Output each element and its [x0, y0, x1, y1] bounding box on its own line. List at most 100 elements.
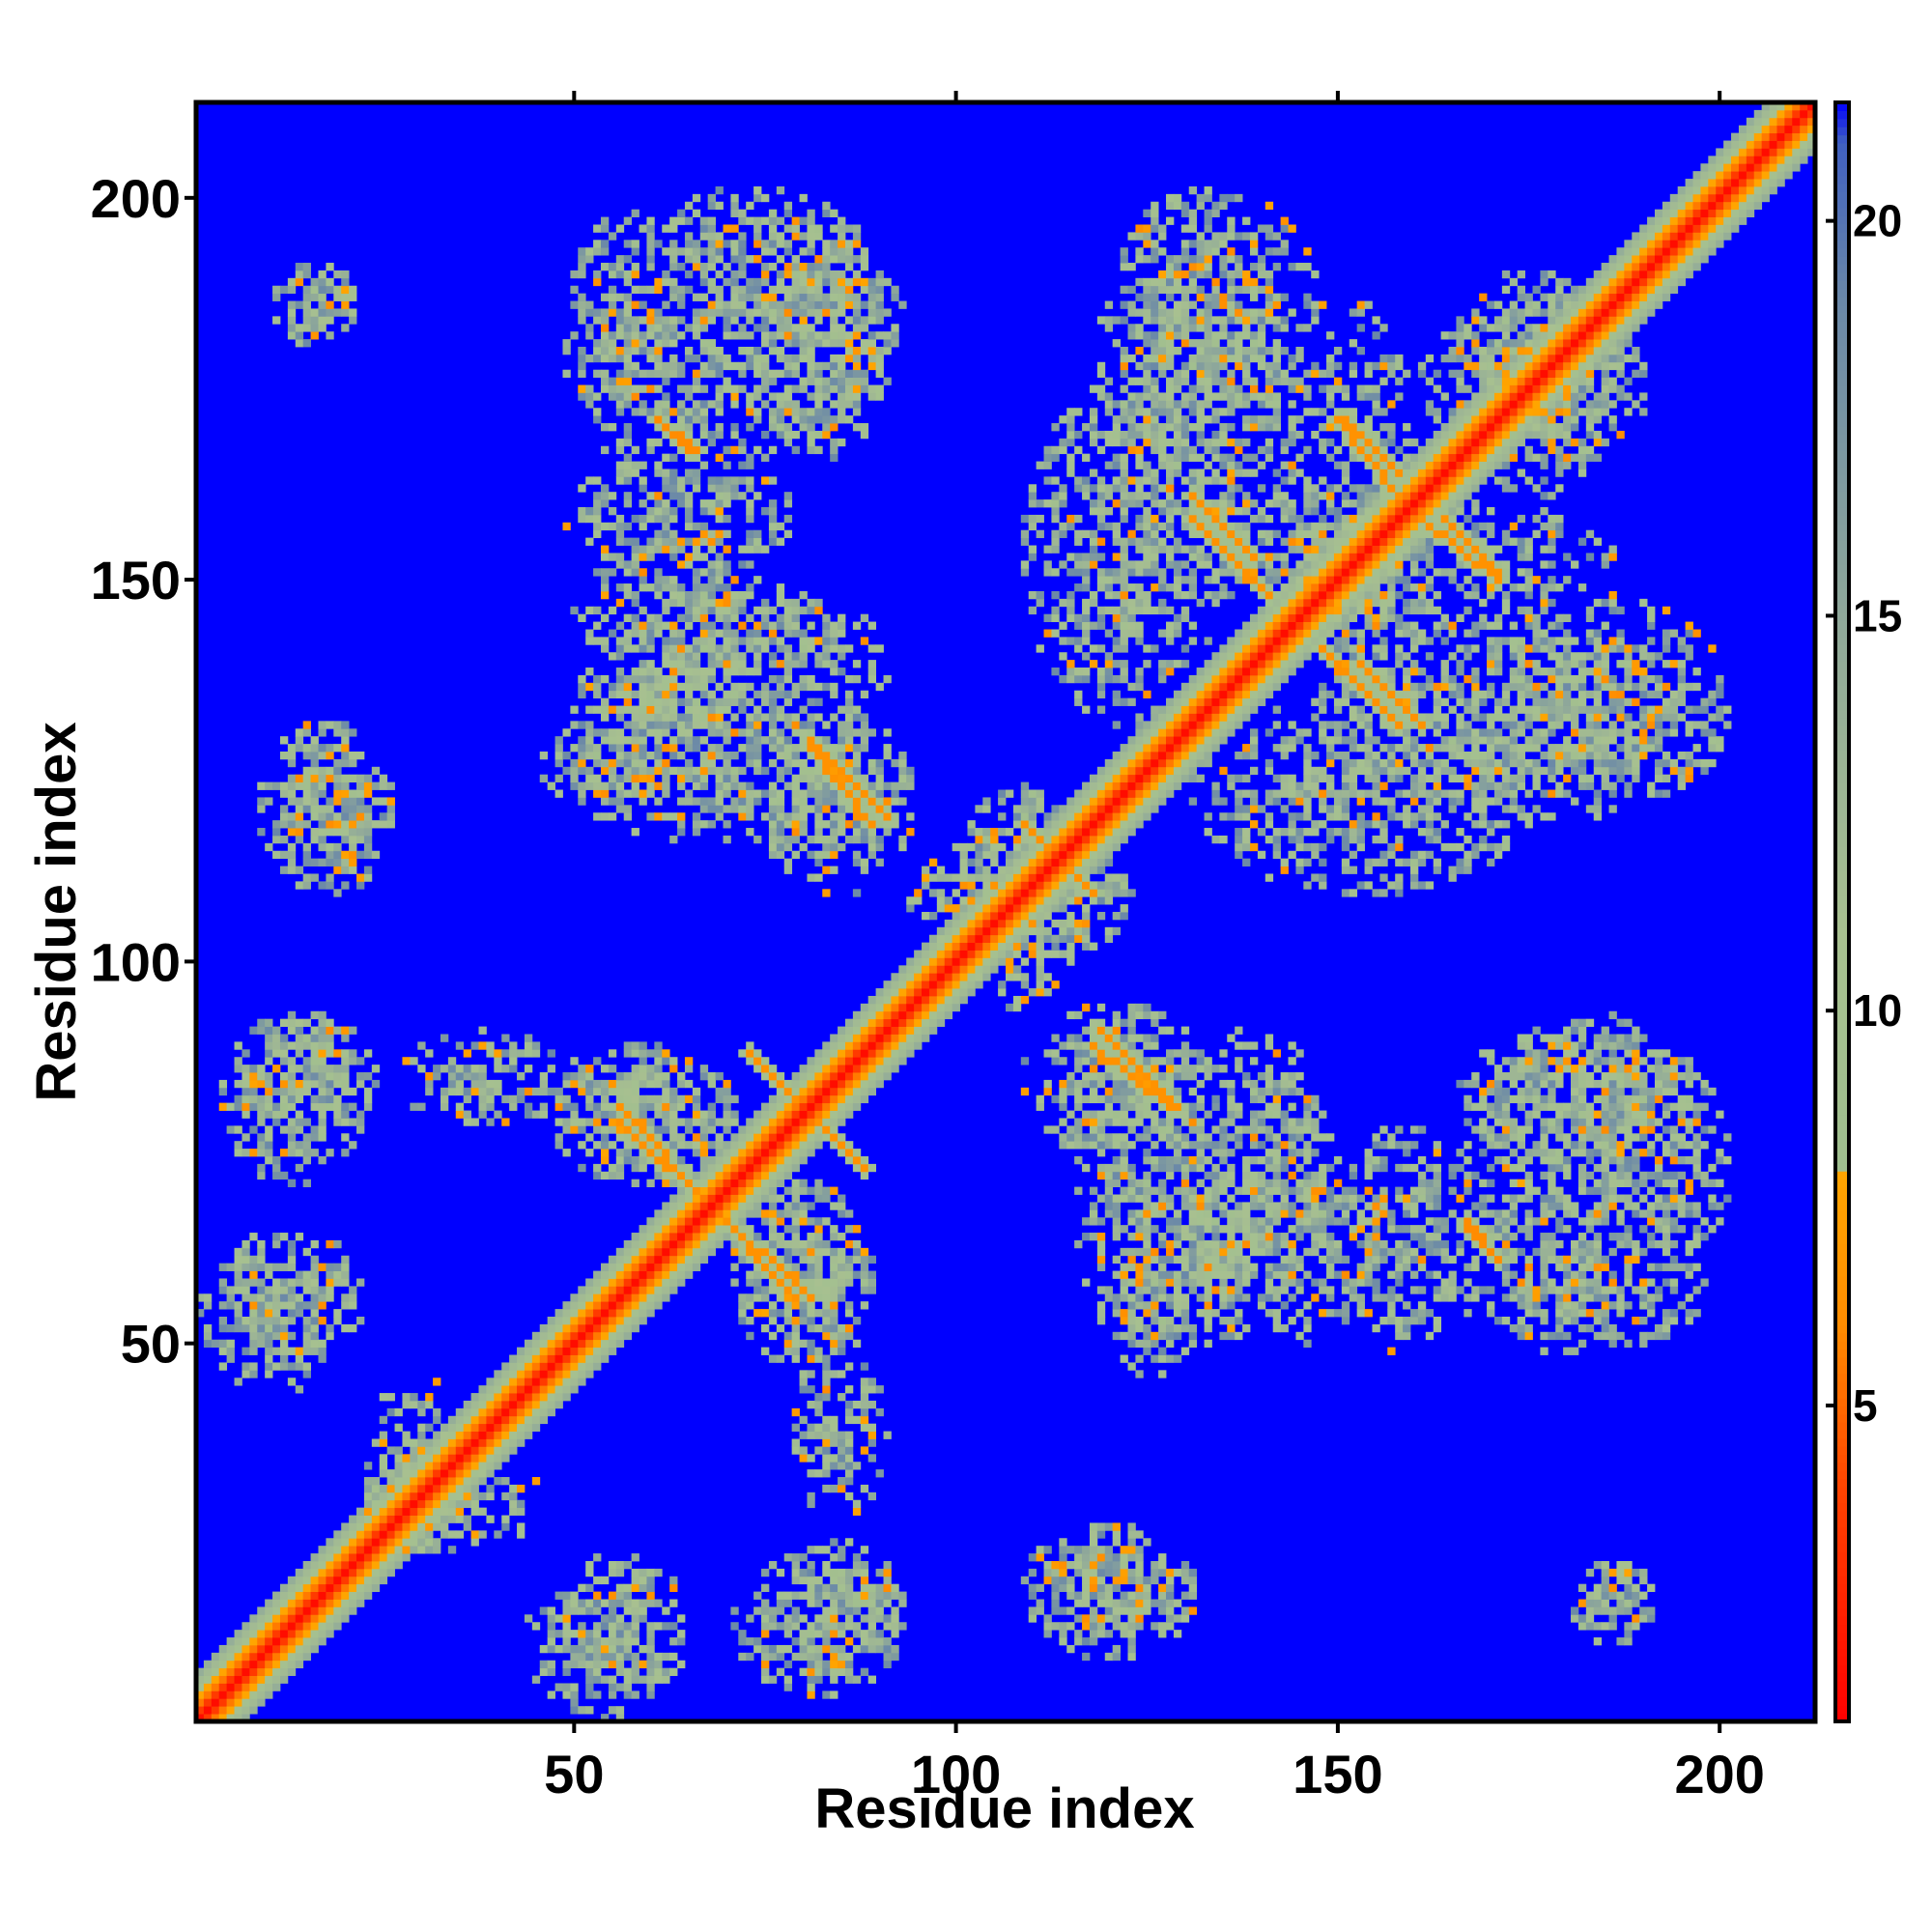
- heatmap-cell: [608, 1323, 617, 1333]
- heatmap-cell: [875, 1630, 884, 1638]
- heatmap-cell: [410, 1400, 418, 1409]
- heatmap-cell: [669, 1652, 678, 1662]
- heatmap-cell: [822, 1239, 831, 1249]
- heatmap-cell: [547, 1323, 555, 1333]
- heatmap-cell: [257, 1660, 266, 1669]
- heatmap-cell: [601, 1065, 610, 1073]
- heatmap-cell: [723, 1079, 731, 1089]
- heatmap-cell: [852, 423, 862, 432]
- heatmap-cell: [723, 1163, 731, 1173]
- heatmap-cell: [844, 674, 854, 684]
- heatmap-cell: [631, 1255, 639, 1264]
- heatmap-cell: [867, 1163, 877, 1173]
- heatmap-cell: [494, 1049, 502, 1058]
- heatmap-cell: [593, 392, 602, 401]
- heatmap-cell: [509, 1484, 518, 1493]
- heatmap-cell: [738, 1317, 747, 1325]
- heatmap-cell: [692, 1233, 701, 1241]
- heatmap-cell: [310, 1568, 319, 1577]
- heatmap-cell: [761, 606, 770, 615]
- heatmap-cell: [341, 1026, 350, 1035]
- heatmap-cell: [615, 1630, 625, 1638]
- heatmap-cell: [608, 1270, 617, 1279]
- heatmap-cell: [585, 507, 594, 516]
- heatmap-cell: [585, 682, 594, 692]
- heatmap-cell: [265, 1293, 273, 1302]
- heatmap-cell: [265, 1041, 273, 1050]
- heatmap-cell: [684, 285, 694, 295]
- heatmap-cell: [860, 1378, 869, 1386]
- heatmap-cell: [593, 499, 602, 508]
- heatmap-cell: [844, 1667, 854, 1676]
- heatmap-cell: [860, 430, 869, 440]
- heatmap-cell: [554, 751, 563, 760]
- heatmap-cell: [295, 1652, 304, 1662]
- heatmap-cell: [799, 285, 808, 295]
- heatmap-cell: [341, 751, 350, 760]
- heatmap-cell: [684, 476, 694, 485]
- heatmap-cell: [738, 240, 747, 248]
- heatmap-cell: [363, 1530, 373, 1539]
- heatmap-cell: [699, 400, 709, 409]
- heatmap-cell: [524, 1423, 533, 1432]
- heatmap-cell: [860, 1546, 869, 1554]
- heatmap-cell: [585, 1149, 594, 1157]
- heatmap-cell: [715, 430, 724, 440]
- heatmap-cell: [601, 445, 610, 455]
- heatmap-cell: [310, 1347, 319, 1355]
- heatmap-cell: [852, 1400, 862, 1409]
- heatmap-cell: [738, 1125, 747, 1134]
- heatmap-cell: [692, 1087, 701, 1096]
- heatmap-cell: [539, 1110, 549, 1119]
- heatmap-cell: [753, 728, 762, 737]
- heatmap-cell: [838, 1462, 846, 1470]
- heatmap-cell: [776, 277, 785, 287]
- heatmap-cell: [272, 1606, 281, 1615]
- heatmap-cell: [799, 744, 808, 753]
- heatmap-cell: [501, 1446, 510, 1455]
- heatmap-cell: [662, 1179, 670, 1188]
- heatmap-cell: [807, 392, 815, 401]
- heatmap-cell: [730, 644, 739, 653]
- heatmap-cell: [783, 1660, 793, 1669]
- heatmap-cell: [768, 1155, 778, 1165]
- heatmap-cell: [639, 316, 647, 325]
- heatmap-cell: [669, 240, 678, 248]
- heatmap-cell: [279, 1362, 289, 1371]
- heatmap-cell: [669, 1637, 678, 1646]
- heatmap-cell: [562, 1079, 571, 1089]
- heatmap-cell: [295, 828, 304, 837]
- heatmap-cell: [783, 1263, 793, 1271]
- heatmap-cell: [578, 766, 586, 776]
- heatmap-cell: [684, 1057, 694, 1065]
- heatmap-cell: [883, 744, 892, 753]
- heatmap-cell: [768, 1286, 778, 1294]
- heatmap-cell: [249, 1622, 258, 1631]
- heatmap-cell: [867, 1018, 877, 1027]
- heatmap-cell: [310, 1644, 319, 1654]
- heatmap-cell: [402, 1400, 411, 1409]
- heatmap-cell: [883, 1018, 892, 1027]
- heatmap-cell: [867, 1278, 877, 1287]
- heatmap-cell: [349, 1141, 357, 1150]
- heatmap-cell: [333, 1606, 342, 1615]
- heatmap-cell: [799, 1454, 808, 1463]
- heatmap-cell: [272, 1660, 281, 1669]
- heatmap-cell: [814, 270, 823, 279]
- heatmap-cell: [776, 797, 785, 806]
- heatmap-cell: [768, 850, 778, 860]
- heatmap-cell: [662, 331, 670, 340]
- heatmap-cell: [715, 728, 724, 737]
- heatmap-cell: [608, 1110, 617, 1119]
- heatmap-cell: [684, 660, 694, 668]
- heatmap-cell: [844, 1225, 854, 1234]
- heatmap-cell: [623, 705, 633, 714]
- heatmap-cell: [768, 247, 778, 256]
- heatmap-cell: [287, 324, 297, 332]
- heatmap-cell: [310, 1057, 319, 1065]
- heatmap-cell: [776, 842, 785, 852]
- heatmap-cell: [830, 316, 838, 325]
- heatmap-cell: [349, 1026, 357, 1035]
- heatmap-cell: [279, 1149, 289, 1157]
- heatmap-cell: [279, 1347, 289, 1355]
